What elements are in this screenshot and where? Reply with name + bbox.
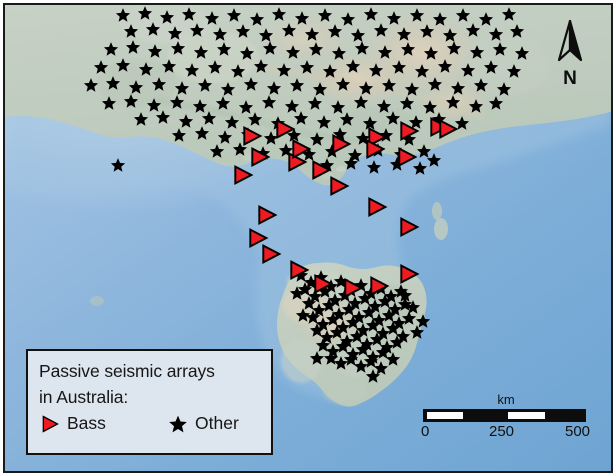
legend-entries: Bass Other bbox=[39, 413, 261, 434]
scale-bar-group: km 0 250 500 bbox=[421, 392, 591, 441]
black-star-icon bbox=[169, 415, 187, 432]
scale-bar-segment-3 bbox=[508, 412, 545, 419]
legend-title-line-1: Passive seismic arrays bbox=[39, 361, 215, 381]
map-legend: Passive seismic arrays in Australia: Bas… bbox=[26, 349, 273, 455]
north-arrow-label: N bbox=[563, 68, 577, 89]
legend-entry-bass: Bass bbox=[39, 413, 167, 434]
scale-bar-segment-1 bbox=[427, 412, 463, 419]
scale-bar-label-max: 500 bbox=[565, 423, 591, 440]
scale-bar-units-label: km bbox=[497, 392, 515, 407]
north-arrow-icon bbox=[557, 19, 583, 62]
scale-bar bbox=[423, 409, 586, 422]
scale-bar-label-min: 0 bbox=[421, 423, 430, 440]
legend-entry-other: Other bbox=[167, 413, 239, 434]
legend-title-line-2: in Australia: bbox=[39, 387, 129, 407]
scale-bar-label-mid: 250 bbox=[489, 423, 515, 440]
red-triangle-icon bbox=[42, 414, 59, 433]
scale-bar-labels: 0 250 500 bbox=[421, 423, 591, 441]
map-canvas bbox=[5, 5, 611, 407]
legend-label-bass: Bass bbox=[67, 413, 106, 433]
legend-label-other: Other bbox=[195, 413, 239, 433]
north-arrow: N bbox=[553, 19, 587, 89]
map-frame: N Passive seismic arrays in Australia: B… bbox=[3, 3, 613, 473]
bass-station-marker bbox=[400, 217, 419, 237]
